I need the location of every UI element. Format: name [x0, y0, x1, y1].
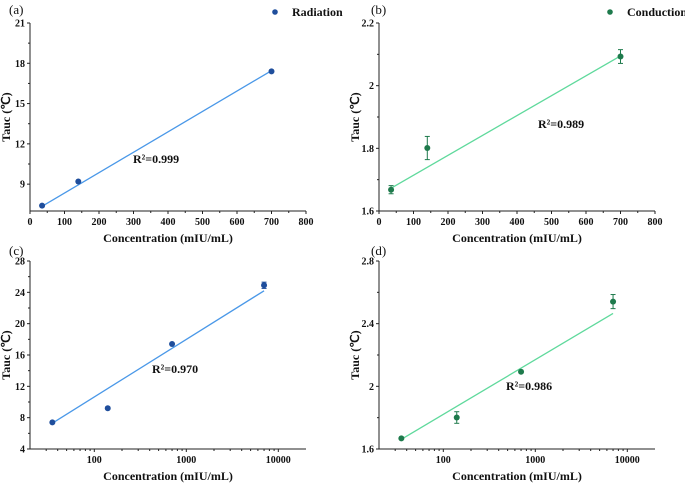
x-tick-label: 100 [436, 455, 451, 466]
legend-label: Radiation [292, 5, 343, 19]
data-point [49, 419, 56, 426]
x-tick-label: 100 [406, 217, 421, 228]
panel-label: (d) [371, 243, 386, 258]
data-point [268, 68, 275, 75]
chart-panel-a: 9 12 15 18 21 0 100 200 300 400 500 600 700 800 Concen… [0, 2, 343, 245]
y-axis-label: Tauc (℃) [0, 330, 13, 379]
panel-label: (c) [9, 243, 23, 258]
y-tick-label: 2.8 [362, 257, 375, 268]
x-tick-label: 800 [648, 217, 663, 228]
y-tick-label: 18 [15, 59, 25, 70]
panel-label: (b) [371, 2, 386, 17]
data-point [610, 298, 617, 305]
data-point [104, 405, 111, 412]
r-squared-annotation: R²=0.999 [133, 152, 179, 166]
panel-label: (a) [9, 2, 23, 17]
y-tick-label: 24 [15, 288, 25, 299]
data-point [39, 202, 46, 209]
y-axis-label: Tauc (℃) [0, 92, 13, 141]
y-tick-label: 12 [15, 139, 25, 150]
y-tick-label: 2 [369, 81, 374, 92]
data-point [398, 435, 405, 442]
chart-panel-d: 1.6 2 2.4 2.8 100 1000 10000 Concentration (mIU… [348, 243, 655, 483]
chart-panel-b: 1.6 1.8 2 2.2 0 100 200 300 400 500 600 700 800 Conce… [348, 2, 685, 245]
data-point [261, 282, 268, 289]
data-point [388, 186, 395, 193]
x-axis-label: Concentration (mIU/mL) [103, 469, 233, 483]
x-tick-label: 0 [28, 217, 33, 228]
y-tick-label: 20 [15, 319, 25, 330]
x-tick-label: 500 [544, 217, 559, 228]
y-tick-label: 12 [15, 382, 25, 393]
x-tick-label: 400 [161, 217, 176, 228]
x-tick-label: 0 [377, 217, 382, 228]
y-axis-label: Tauc (℃) [348, 92, 362, 141]
x-tick-label: 600 [579, 217, 594, 228]
fit-line [52, 290, 265, 424]
data-point [617, 53, 624, 60]
y-tick-label: 9 [20, 180, 25, 191]
y-tick-label: 2.4 [362, 319, 375, 330]
fit-line [41, 70, 272, 207]
y-tick-label: 1.6 [362, 207, 375, 218]
x-axis-label: Concentration (mIU/mL) [452, 231, 582, 245]
y-tick-label: 15 [15, 99, 25, 110]
y-tick-label: 2.2 [362, 19, 375, 30]
x-tick-label: 100 [87, 455, 102, 466]
y-tick-label: 16 [15, 351, 25, 362]
legend-marker [607, 9, 613, 15]
data-point [518, 368, 525, 375]
x-tick-label: 400 [510, 217, 525, 228]
x-tick-label: 600 [230, 217, 245, 228]
x-tick-label: 100 [57, 217, 72, 228]
y-tick-label: 8 [20, 413, 25, 424]
fit-line [401, 312, 614, 440]
x-tick-label: 10000 [266, 455, 291, 466]
y-tick-label: 21 [15, 19, 25, 30]
x-tick-label: 1000 [176, 455, 196, 466]
x-tick-label: 1000 [525, 455, 545, 466]
x-tick-label: 200 [441, 217, 456, 228]
r-squared-annotation: R²=0.989 [538, 117, 584, 131]
x-tick-label: 700 [613, 217, 628, 228]
x-tick-label: 300 [126, 217, 141, 228]
x-tick-label: 700 [264, 217, 279, 228]
r-squared-annotation: R²=0.986 [506, 379, 552, 393]
y-tick-label: 4 [20, 445, 25, 456]
chart-panel-c: 4 8 12 16 20 24 28 100 1000 10000 Concentration (m… [0, 243, 306, 483]
data-point [424, 145, 431, 152]
x-tick-label: 10000 [615, 455, 640, 466]
fit-line [390, 55, 621, 189]
y-tick-label: 2 [369, 382, 374, 393]
data-point [169, 341, 176, 348]
x-tick-label: 200 [92, 217, 107, 228]
x-tick-label: 800 [299, 217, 314, 228]
data-point [453, 414, 460, 421]
legend-marker [272, 9, 278, 15]
y-tick-label: 28 [15, 257, 25, 268]
y-axis-label: Tauc (℃) [348, 330, 362, 379]
legend-label: Conduction [627, 5, 685, 19]
data-point [75, 178, 82, 185]
x-tick-label: 300 [475, 217, 490, 228]
y-tick-label: 1.8 [362, 144, 375, 155]
x-axis-label: Concentration (mIU/mL) [103, 231, 233, 245]
y-tick-label: 1.6 [362, 445, 375, 456]
x-axis-label: Concentration (mIU/mL) [452, 469, 582, 483]
r-squared-annotation: R²=0.970 [152, 362, 198, 376]
x-tick-label: 500 [195, 217, 210, 228]
